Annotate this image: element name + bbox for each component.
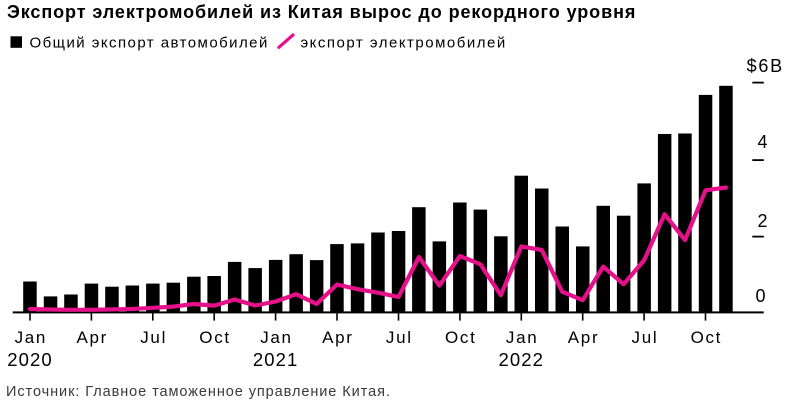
svg-text:$6B: $6B (747, 56, 784, 76)
svg-text:Oct: Oct (445, 328, 477, 347)
svg-text:0: 0 (755, 286, 765, 306)
svg-text:Oct: Oct (691, 328, 723, 347)
svg-text:Jul: Jul (632, 328, 659, 347)
svg-text:2022: 2022 (499, 349, 545, 370)
svg-text:2021: 2021 (253, 349, 299, 370)
svg-text:Apr: Apr (322, 328, 354, 347)
svg-text:2: 2 (757, 211, 767, 231)
svg-text:4: 4 (757, 132, 767, 152)
svg-text:2020: 2020 (7, 349, 53, 370)
svg-text:Jan: Jan (506, 328, 539, 347)
svg-text:Jul: Jul (386, 328, 413, 347)
svg-text:Jan: Jan (260, 328, 293, 347)
svg-text:Jan: Jan (15, 328, 48, 347)
svg-text:Apr: Apr (568, 328, 600, 347)
svg-text:Apr: Apr (76, 328, 108, 347)
svg-text:Jul: Jul (140, 328, 167, 347)
svg-text:Oct: Oct (199, 328, 231, 347)
svg-text:экспорт электромобилей: экспорт электромобилей (301, 34, 507, 51)
svg-text:Общий экспорт автомобилей: Общий экспорт автомобилей (30, 34, 269, 51)
